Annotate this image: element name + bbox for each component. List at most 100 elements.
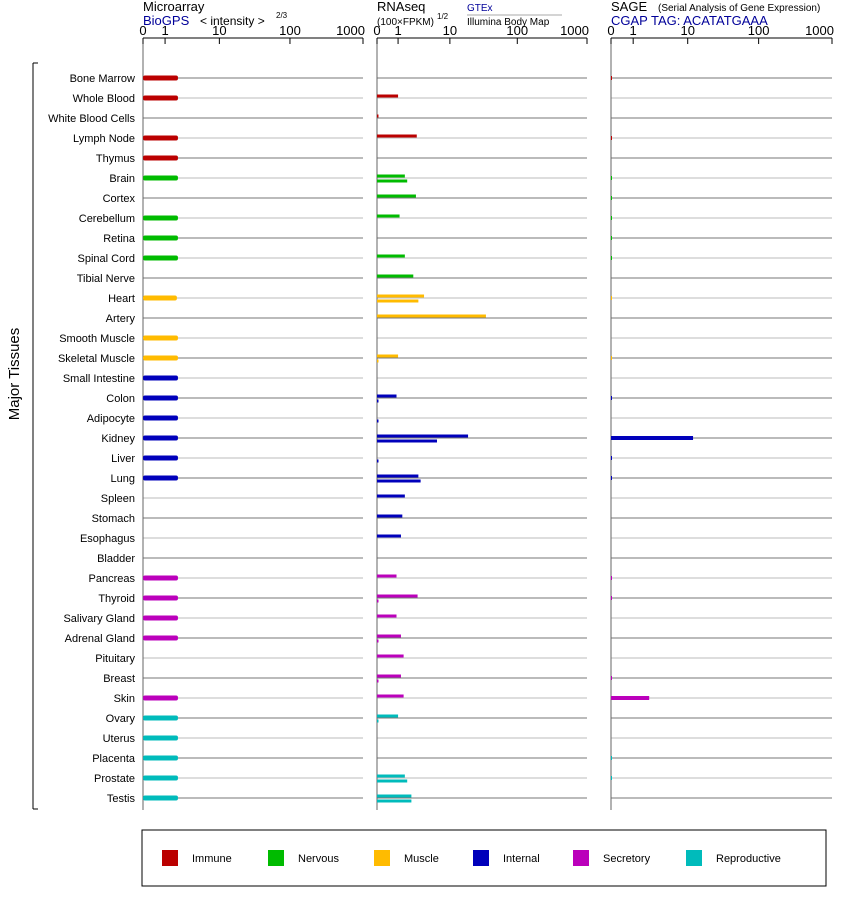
bar-sage-thyroid bbox=[611, 596, 612, 600]
x-tick-label: 100 bbox=[748, 23, 770, 38]
bar-microarray-spinal-cord bbox=[143, 255, 178, 261]
bar-microarray-kidney bbox=[143, 435, 178, 441]
bar-microarray-skeletal-muscle bbox=[143, 355, 178, 361]
bar-rnaseq-gtex-lymph-node bbox=[377, 134, 417, 138]
panel-sage-header: SAGE (Serial Analysis of Gene Expression… bbox=[611, 0, 820, 28]
legend-label-nervous: Nervous bbox=[298, 853, 339, 865]
bar-rnaseq-illumina-body-map-adipocyte bbox=[377, 419, 379, 423]
category-label: Adipocyte bbox=[87, 413, 135, 425]
category-label: Pancreas bbox=[89, 573, 136, 585]
category-label: Smooth Muscle bbox=[59, 333, 135, 345]
bar-rnaseq-gtex-colon bbox=[377, 394, 397, 398]
bar-sage-kidney bbox=[611, 436, 694, 440]
bar-rnaseq-illumina-body-map-kidney bbox=[377, 439, 438, 443]
category-label: Placenta bbox=[92, 753, 136, 765]
category-label: Cortex bbox=[103, 193, 136, 205]
bar-rnaseq-gtex-whole-blood bbox=[377, 94, 399, 98]
category-label: Kidney bbox=[101, 433, 135, 445]
category-label: Uterus bbox=[103, 733, 136, 745]
x-tick-label: 1000 bbox=[336, 23, 365, 38]
bar-microarray-adrenal-gland bbox=[143, 635, 178, 641]
bar-microarray-thymus bbox=[143, 155, 178, 161]
category-label: Whole Blood bbox=[73, 93, 135, 105]
bar-rnaseq-gtex-spinal-cord bbox=[377, 254, 405, 258]
bar-sage-bone-marrow bbox=[611, 76, 612, 80]
bar-rnaseq-gtex-brain bbox=[377, 174, 405, 178]
bar-rnaseq-gtex-spleen bbox=[377, 494, 405, 498]
bars bbox=[143, 75, 694, 803]
panel-rnaseq-title-note: (100×FPKM) bbox=[377, 17, 434, 28]
bar-microarray-whole-blood bbox=[143, 95, 178, 101]
x-tick-label: 10 bbox=[443, 23, 457, 38]
category-label: White Blood Cells bbox=[48, 113, 135, 125]
category-label: Retina bbox=[103, 233, 136, 245]
category-label: Brain bbox=[109, 173, 135, 185]
panel-rnaseq-title-exponent: 1/2 bbox=[437, 12, 449, 21]
x-tick-label: 100 bbox=[279, 23, 301, 38]
bar-rnaseq-gtex-heart bbox=[377, 294, 425, 298]
axes: 0 1 10 100 1000 0 1 10 100 1000 0 1 10 100 1000 bbox=[139, 23, 834, 810]
bar-microarray-lung bbox=[143, 475, 178, 481]
bar-sage-prostate bbox=[611, 776, 612, 780]
bar-rnaseq-illumina-body-map-colon bbox=[377, 399, 379, 403]
panel-microarray-subtitle-note: < intensity > bbox=[200, 14, 265, 28]
bar-sage-colon bbox=[611, 396, 612, 400]
category-label: Spleen bbox=[101, 493, 135, 505]
bar-rnaseq-gtex-thyroid bbox=[377, 594, 418, 598]
legend: Immune Nervous Muscle Internal Secretory Repr… bbox=[162, 850, 781, 866]
panel-rnaseq-title: RNAseq bbox=[377, 0, 425, 14]
category-label: Testis bbox=[107, 793, 136, 805]
x-tick-label: 1 bbox=[161, 23, 168, 38]
bar-microarray-liver bbox=[143, 455, 178, 461]
bar-sage-skeletal-muscle bbox=[611, 356, 612, 360]
legend-swatch-reproductive bbox=[686, 850, 702, 866]
x-tick-label: 10 bbox=[680, 23, 694, 38]
y-axis-bracket bbox=[32, 62, 38, 810]
bar-rnaseq-illumina-body-map-brain bbox=[377, 179, 408, 183]
bar-sage-skin bbox=[611, 696, 650, 700]
bar-rnaseq-illumina-body-map-heart bbox=[377, 299, 419, 303]
x-tick-label: 10 bbox=[212, 23, 226, 38]
bar-rnaseq-gtex-lung bbox=[377, 474, 419, 478]
bar-sage-breast bbox=[611, 676, 612, 680]
bar-microarray-uterus bbox=[143, 735, 178, 741]
category-label: Bladder bbox=[97, 553, 135, 565]
bar-rnaseq-gtex-artery bbox=[377, 314, 486, 318]
bar-sage-retina bbox=[611, 236, 612, 240]
bar-rnaseq-gtex-pituitary bbox=[377, 654, 404, 658]
panel-microarray-title: Microarray bbox=[143, 0, 205, 14]
category-label: Adrenal Gland bbox=[65, 633, 135, 645]
category-label: Thyroid bbox=[98, 593, 135, 605]
bar-microarray-placenta bbox=[143, 755, 178, 761]
bar-rnaseq-gtex-stomach bbox=[377, 514, 403, 518]
x-tick-label: 1 bbox=[630, 23, 637, 38]
legend-swatch-internal bbox=[473, 850, 489, 866]
category-label: Salivary Gland bbox=[63, 613, 135, 625]
category-label: Prostate bbox=[94, 773, 135, 785]
legend-swatch-immune bbox=[162, 850, 178, 866]
x-tick-label: 100 bbox=[506, 23, 528, 38]
bar-sage-heart bbox=[611, 296, 612, 300]
bar-rnaseq-gtex-tibial-nerve bbox=[377, 274, 414, 278]
bar-microarray-colon bbox=[143, 395, 178, 401]
bar-microarray-skin bbox=[143, 695, 178, 701]
bar-microarray-retina bbox=[143, 235, 178, 241]
bar-sage-cortex bbox=[611, 196, 612, 200]
legend-label-secretory: Secretory bbox=[603, 853, 651, 865]
bar-microarray-adipocyte bbox=[143, 415, 178, 421]
legend-label-internal: Internal bbox=[503, 853, 540, 865]
category-label: Artery bbox=[106, 313, 136, 325]
bar-rnaseq-gtex-skin bbox=[377, 694, 404, 698]
bar-rnaseq-gtex-salivary-gland bbox=[377, 614, 397, 618]
panel-microarray-subtitle: BioGPS bbox=[143, 13, 190, 28]
bar-rnaseq-illumina-body-map-liver bbox=[377, 459, 379, 463]
category-label: Skin bbox=[114, 693, 135, 705]
panel-sage-title-note: (Serial Analysis of Gene Expression) bbox=[658, 3, 820, 14]
bar-sage-brain bbox=[611, 176, 612, 180]
bar-rnaseq-gtex-pancreas bbox=[377, 574, 397, 578]
bar-rnaseq-gtex-kidney bbox=[377, 434, 469, 438]
bar-rnaseq-gtex-testis bbox=[377, 794, 412, 798]
bar-sage-pancreas bbox=[611, 576, 612, 580]
category-label: Lymph Node bbox=[73, 133, 135, 145]
